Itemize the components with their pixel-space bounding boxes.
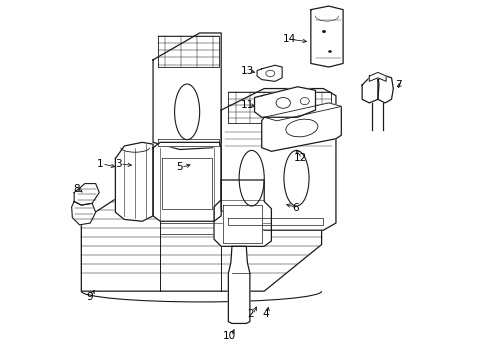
Text: 6: 6 <box>291 203 298 213</box>
Polygon shape <box>153 33 221 149</box>
Text: 11: 11 <box>240 100 253 110</box>
Polygon shape <box>228 92 330 123</box>
Text: 4: 4 <box>262 310 268 319</box>
Polygon shape <box>158 36 218 67</box>
Text: 12: 12 <box>293 153 306 163</box>
Polygon shape <box>74 184 99 205</box>
Text: 8: 8 <box>73 184 80 194</box>
Polygon shape <box>310 6 343 67</box>
Polygon shape <box>162 158 212 209</box>
Polygon shape <box>261 103 341 151</box>
Text: 9: 9 <box>86 292 93 302</box>
Text: 14: 14 <box>282 35 295 44</box>
Text: 3: 3 <box>115 159 122 169</box>
Polygon shape <box>115 142 153 221</box>
Polygon shape <box>158 139 218 146</box>
Polygon shape <box>223 205 262 243</box>
Text: 5: 5 <box>176 162 182 172</box>
Polygon shape <box>377 76 392 103</box>
Polygon shape <box>72 202 96 225</box>
Polygon shape <box>214 180 271 246</box>
Polygon shape <box>368 72 386 81</box>
Polygon shape <box>221 89 335 230</box>
Text: 10: 10 <box>223 331 236 341</box>
Polygon shape <box>153 142 221 221</box>
Text: 13: 13 <box>240 66 253 76</box>
Polygon shape <box>81 175 321 291</box>
Polygon shape <box>264 103 341 121</box>
Polygon shape <box>228 218 323 225</box>
Text: 7: 7 <box>394 80 401 90</box>
Polygon shape <box>254 87 315 117</box>
Polygon shape <box>362 76 378 103</box>
Text: 2: 2 <box>247 310 254 319</box>
Polygon shape <box>257 65 282 81</box>
Text: 1: 1 <box>97 159 103 169</box>
Polygon shape <box>228 246 249 323</box>
